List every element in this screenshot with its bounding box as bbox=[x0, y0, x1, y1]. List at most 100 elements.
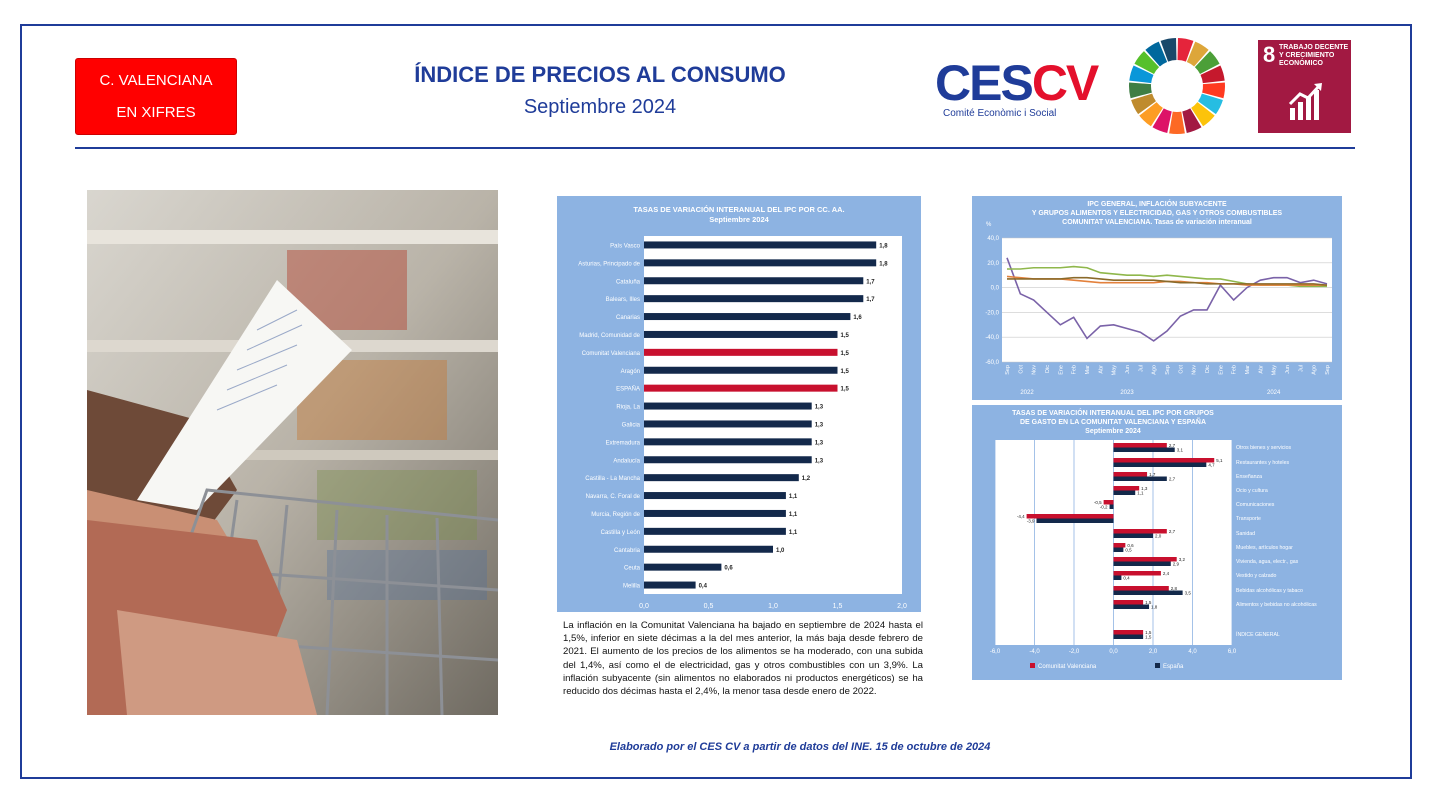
sdg-wheel-segment bbox=[1169, 111, 1185, 134]
y-axis-label: % bbox=[986, 222, 992, 228]
groups-chart-panel: TASAS DE VARIACIÓN INTERANUAL DEL IPC PO… bbox=[972, 405, 1342, 680]
data-label: -0,2 bbox=[1100, 504, 1108, 509]
data-label: 1,5 bbox=[841, 333, 850, 339]
page-title: ÍNDICE DE PRECIOS AL CONSUMO bbox=[414, 62, 786, 87]
y-tick-label: 0,0 bbox=[991, 286, 1000, 292]
legend-swatch bbox=[1155, 663, 1160, 668]
data-label: 1,7 bbox=[1149, 472, 1156, 477]
category-label: Melilla bbox=[623, 584, 641, 590]
legend-label: Comunitat Valenciana bbox=[1038, 664, 1097, 670]
data-label: -4,4 bbox=[1017, 514, 1025, 519]
category-label: Muebles, artículos hogar bbox=[1236, 545, 1293, 551]
x-tick-label: 0,5 bbox=[704, 603, 714, 610]
bar bbox=[644, 545, 773, 553]
category-label: Murcia, Región de bbox=[591, 512, 640, 518]
sdg-wheel-icon bbox=[1129, 38, 1225, 134]
bar bbox=[644, 474, 799, 482]
category-label: ÍNDICE GENERAL bbox=[1236, 631, 1280, 638]
sdg-wheel-segment bbox=[1194, 51, 1220, 74]
sdg8-number: 8 bbox=[1263, 42, 1276, 67]
bar-cv bbox=[1113, 529, 1167, 534]
y-tick-label: -20,0 bbox=[985, 310, 999, 316]
x-tick-label: -4,0 bbox=[1029, 649, 1040, 655]
x-tick-label: 1,0 bbox=[768, 603, 778, 610]
sdg-wheel-segment bbox=[1177, 38, 1194, 62]
data-label: 2,7 bbox=[1169, 476, 1176, 481]
bar bbox=[644, 420, 812, 428]
year-label: 2024 bbox=[1267, 390, 1281, 396]
category-label: Cataluña bbox=[616, 279, 641, 285]
data-label: -3,9 bbox=[1027, 518, 1035, 523]
data-label: 1,3 bbox=[815, 458, 824, 464]
bar-es bbox=[1113, 447, 1175, 452]
bar-cv bbox=[1113, 443, 1167, 448]
data-label: 1,2 bbox=[802, 476, 811, 482]
data-label: 0,6 bbox=[1127, 543, 1134, 548]
region-badge[interactable]: C. VALENCIANA EN XIFRES bbox=[75, 58, 237, 135]
category-label: Canarias bbox=[616, 315, 640, 321]
ces-logo-a: CES bbox=[935, 55, 1034, 111]
x-tick-label: Oct bbox=[1018, 365, 1024, 374]
sdg8-logo: 8 TRABAJO DECENTE Y CRECIMIENTO ECONÓMIC… bbox=[1258, 40, 1351, 133]
category-label: País Vasco bbox=[610, 243, 641, 249]
category-label: Otros bienes y servicios bbox=[1236, 445, 1291, 451]
page-frame bbox=[20, 24, 1412, 779]
x-tick-label: Jun bbox=[1285, 365, 1291, 374]
category-label: Extremadura bbox=[606, 440, 641, 446]
line-chart-title: IPC GENERAL, INFLACIÓN SUBYACENTE bbox=[1087, 201, 1227, 208]
ccaa-bar-chart: 0,0 0,5 1,0 1,5 2,0 País Vasco 1,8 Asturias, Pr… bbox=[578, 236, 907, 610]
category-label: ESPAÑA bbox=[616, 386, 640, 393]
data-label: 3,1 bbox=[1177, 447, 1184, 452]
x-tick-label: Jul bbox=[1138, 365, 1144, 372]
sdg-wheel-segment bbox=[1139, 102, 1163, 127]
x-tick-label: -2,0 bbox=[1069, 649, 1080, 655]
sdg-wheel-segment bbox=[1198, 93, 1223, 115]
category-label: Balears, Illes bbox=[606, 297, 640, 303]
data-label: 1,8 bbox=[879, 261, 888, 267]
data-label: 3,5 bbox=[1185, 590, 1192, 595]
header-divider bbox=[75, 147, 1355, 149]
summary-paragraph: La inflación en la Comunitat Valenciana … bbox=[563, 620, 923, 698]
ccaa-chart-title: TASAS DE VARIACIÓN INTERANUAL DEL IPC PO… bbox=[633, 205, 845, 214]
category-label: Ocio y cultura bbox=[1236, 488, 1268, 494]
category-label: Enseñanza bbox=[1236, 474, 1262, 480]
growth-chart-icon bbox=[1288, 83, 1322, 120]
bar-cv bbox=[1026, 514, 1114, 519]
bar bbox=[644, 259, 877, 267]
y-tick-label: 40,0 bbox=[987, 236, 999, 242]
category-label: Sanidad bbox=[1236, 531, 1255, 537]
y-tick-label: -40,0 bbox=[985, 335, 999, 341]
sdg8-text-2: Y CRECIMIENTO bbox=[1279, 52, 1335, 59]
ccaa-chart-panel: TASAS DE VARIACIÓN INTERANUAL DEL IPC PO… bbox=[557, 196, 921, 612]
x-tick-label: Sep bbox=[1325, 365, 1331, 375]
sdg-wheel-segment bbox=[1134, 51, 1160, 74]
x-tick-label: Nov bbox=[1192, 365, 1198, 375]
bar bbox=[644, 438, 812, 446]
data-label: 2,7 bbox=[1169, 443, 1176, 448]
bar bbox=[644, 277, 864, 285]
sdg-wheel-segment bbox=[1202, 82, 1225, 99]
category-label: Alimentos y bebidas no alcohólicas bbox=[1236, 602, 1317, 608]
category-label: Madrid, Comunidad de bbox=[579, 333, 640, 339]
data-label: 1,3 bbox=[815, 422, 824, 428]
bar-es bbox=[1113, 634, 1144, 639]
groups-bar-chart: -6,0 -4,0 -2,0 0,0 2,0 4,0 6,0 Otros bienes y s… bbox=[990, 440, 1317, 670]
data-label: 2,9 bbox=[1173, 561, 1180, 566]
plot-area bbox=[644, 236, 902, 594]
sdg-wheel-segment bbox=[1129, 82, 1152, 99]
data-label: 1,7 bbox=[866, 279, 875, 285]
bar-es bbox=[1036, 518, 1114, 523]
data-label: 0,6 bbox=[724, 566, 733, 572]
data-label: 0,4 bbox=[699, 584, 708, 590]
ipc-line-chart: % 40,0 20,0 0,0 -20,0 -40,0 -60,0 Sep Oct Nov Dic E… bbox=[985, 222, 1332, 396]
groups-chart-title: TASAS DE VARIACIÓN INTERANUAL DEL IPC PO… bbox=[1012, 410, 1214, 417]
x-tick-label: Mar bbox=[1085, 365, 1091, 375]
sdg-wheel-segment bbox=[1186, 41, 1209, 67]
bar bbox=[644, 348, 838, 356]
category-label: Aragón bbox=[621, 369, 640, 375]
bar-cv bbox=[1113, 630, 1144, 635]
x-tick-label: Dic bbox=[1045, 365, 1051, 373]
badge-line2: EN XIFRES bbox=[116, 103, 196, 121]
x-tick-label: Mar bbox=[1245, 365, 1251, 375]
data-label: 1,8 bbox=[1151, 604, 1158, 609]
